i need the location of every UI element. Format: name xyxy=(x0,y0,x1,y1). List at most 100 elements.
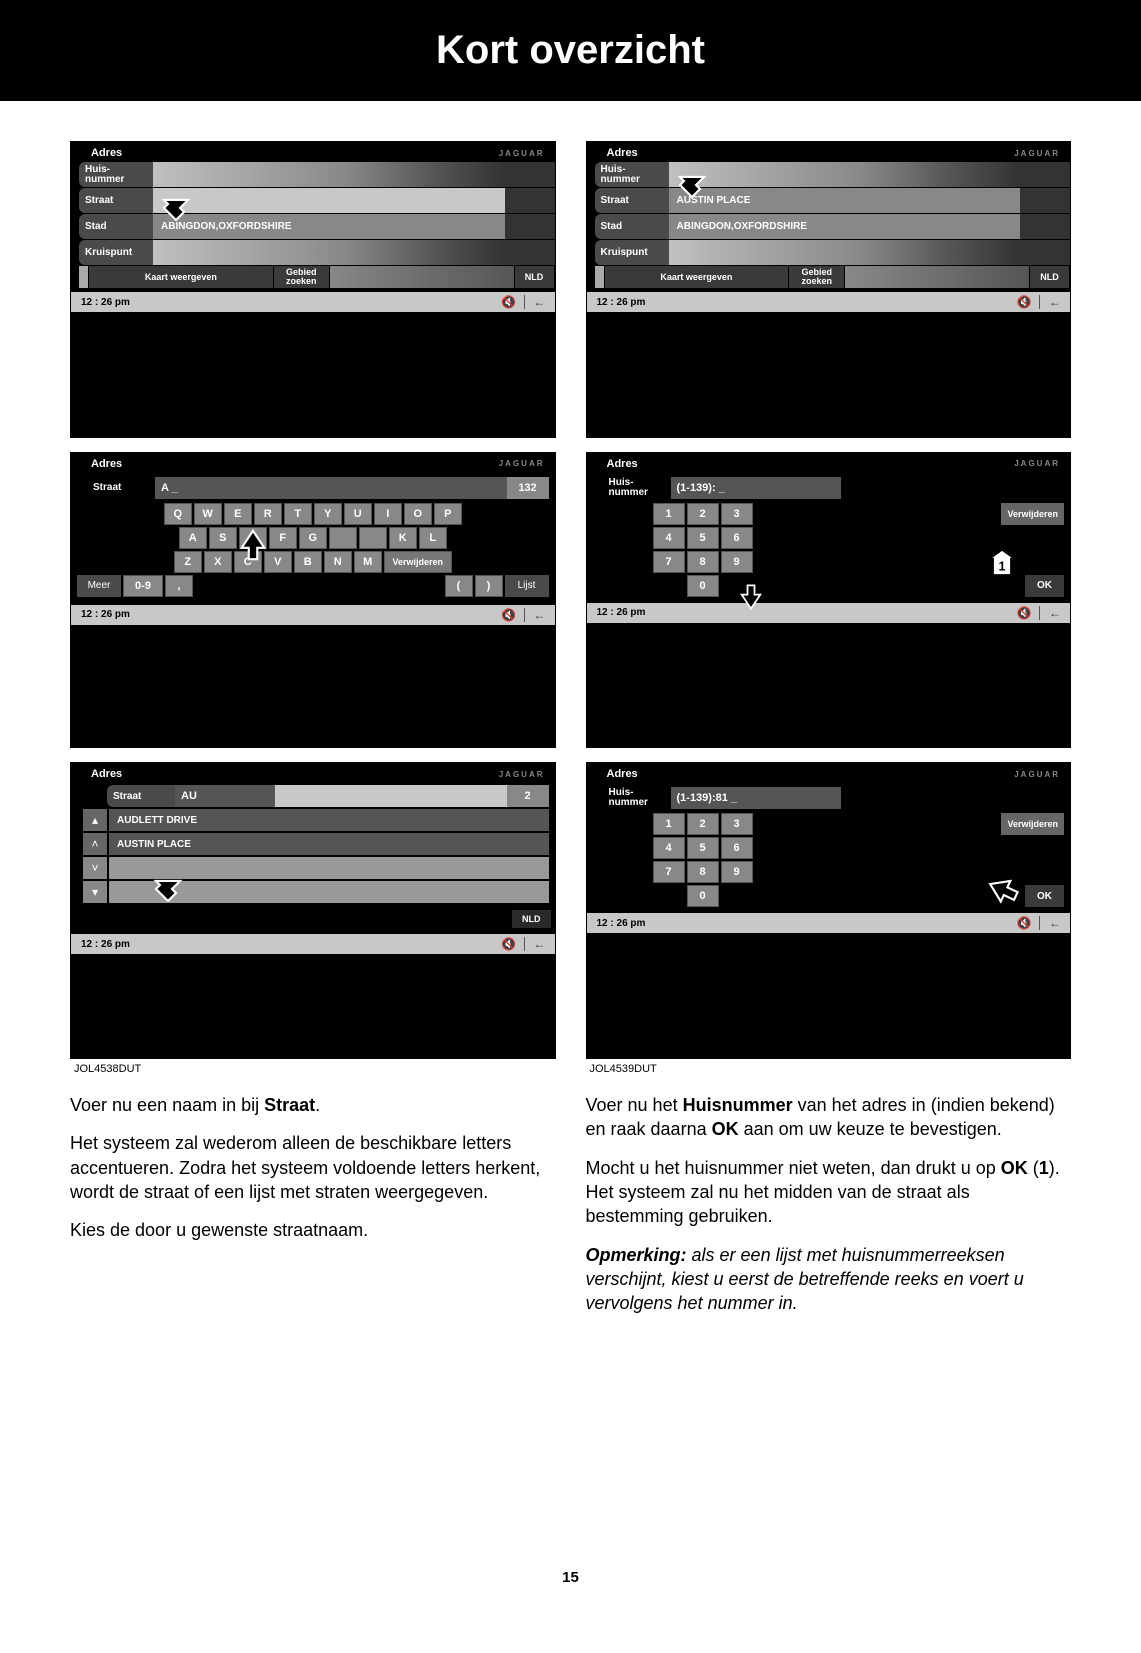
page-number: 15 xyxy=(0,1569,1141,1616)
list-item[interactable]: AUSTIN PLACE xyxy=(109,833,549,855)
btn-verwijderen[interactable]: Verwijderen xyxy=(384,551,452,573)
key-E[interactable]: E xyxy=(224,503,252,525)
btn-gebied[interactable]: Gebiedzoeken xyxy=(274,266,330,288)
screen-l2: AdresJAGUAR Straat A _ 132 QWERTYUIOP AS… xyxy=(70,452,556,749)
btn-comma[interactable]: , xyxy=(165,575,193,597)
mute-icon[interactable]: 🔇 xyxy=(1009,913,1039,933)
key-4[interactable]: 4 xyxy=(653,837,685,859)
key-5[interactable]: 5 xyxy=(687,527,719,549)
btn-ok[interactable]: OK xyxy=(1025,575,1064,597)
key-7[interactable]: 7 xyxy=(653,861,685,883)
key-G[interactable]: G xyxy=(299,527,327,549)
scroll-bottom-icon[interactable]: ▾ xyxy=(83,881,107,903)
kb-row1: QWERTYUIOP xyxy=(77,503,549,525)
key-A[interactable]: A xyxy=(179,527,207,549)
mute-icon[interactable]: 🔇 xyxy=(1009,603,1039,623)
btn-paren-l[interactable]: ( xyxy=(445,575,473,597)
key-P[interactable]: P xyxy=(434,503,462,525)
mute-icon[interactable]: 🔇 xyxy=(494,934,524,954)
btn-nld[interactable]: NLD xyxy=(515,266,555,288)
btn-kaart[interactable]: Kaart weergeven xyxy=(89,266,274,288)
input-value[interactable]: (1-139):81 _ xyxy=(671,787,841,809)
key-U[interactable]: U xyxy=(344,503,372,525)
btn-verwijderen[interactable]: Verwijderen xyxy=(1001,813,1064,835)
screen-r2: AdresJAGUAR Huis-nummer (1-139): _ 12345… xyxy=(586,452,1072,749)
key-Z[interactable]: Z xyxy=(174,551,202,573)
btn-09[interactable]: 0-9 xyxy=(123,575,163,597)
back-icon[interactable]: ← xyxy=(1040,603,1070,623)
key-1[interactable]: 1 xyxy=(653,503,685,525)
mute-icon[interactable]: 🔇 xyxy=(494,292,524,312)
key-K[interactable]: K xyxy=(389,527,417,549)
back-icon[interactable]: ← xyxy=(1040,292,1070,312)
cursor-arrow xyxy=(986,873,1020,907)
label-straat[interactable]: Straat xyxy=(79,188,153,213)
result-count: 132 xyxy=(507,477,549,499)
key-4[interactable]: 4 xyxy=(653,527,685,549)
btn-lijst[interactable]: Lijst xyxy=(505,575,549,597)
back-icon[interactable]: ← xyxy=(525,292,555,312)
brand: JAGUAR xyxy=(499,149,545,158)
key-9[interactable]: 9 xyxy=(721,861,753,883)
content-columns: AdresJAGUAR Huis-nummer Straat StadABING… xyxy=(0,101,1141,1349)
screen-l1: AdresJAGUAR Huis-nummer Straat StadABING… xyxy=(70,141,556,438)
label-huisnummer[interactable]: Huis-nummer xyxy=(595,162,669,187)
key-I[interactable]: I xyxy=(374,503,402,525)
kb-row2: ASDFGKL xyxy=(77,527,549,549)
scroll-down-icon[interactable]: ˅ xyxy=(83,857,107,879)
straat-filter[interactable]: AU xyxy=(175,785,275,807)
back-icon[interactable]: ← xyxy=(525,934,555,954)
ref-code: JOL4538DUT xyxy=(70,1063,556,1075)
label-huisnummer[interactable]: Huis-nummer xyxy=(79,162,153,187)
label-stad[interactable]: Stad xyxy=(79,214,153,239)
key-L[interactable]: L xyxy=(419,527,447,549)
input-value[interactable]: (1-139): _ xyxy=(671,477,841,499)
key-M[interactable]: M xyxy=(354,551,382,573)
key-2[interactable]: 2 xyxy=(687,813,719,835)
key-S[interactable]: S xyxy=(209,527,237,549)
key-F[interactable]: F xyxy=(269,527,297,549)
key-0[interactable]: 0 xyxy=(687,885,719,907)
key-8[interactable]: 8 xyxy=(687,551,719,573)
key-5[interactable]: 5 xyxy=(687,837,719,859)
key-6[interactable]: 6 xyxy=(721,837,753,859)
label-kruispunt[interactable]: Kruispunt xyxy=(79,240,153,265)
key-3[interactable]: 3 xyxy=(721,813,753,835)
key-T[interactable]: T xyxy=(284,503,312,525)
para-l1: Voer nu een naam in bij Straat. xyxy=(70,1093,556,1117)
scroll-top-icon[interactable]: ▴ xyxy=(83,809,107,831)
btn-nld[interactable]: NLD xyxy=(512,910,551,928)
key-2[interactable]: 2 xyxy=(687,503,719,525)
key-O[interactable]: O xyxy=(404,503,432,525)
key-3[interactable]: 3 xyxy=(721,503,753,525)
key-0[interactable]: 0 xyxy=(687,575,719,597)
btn-meer[interactable]: Meer xyxy=(77,575,121,597)
btn-paren-r[interactable]: ) xyxy=(475,575,503,597)
btn-ok[interactable]: OK xyxy=(1025,885,1064,907)
key-B[interactable]: B xyxy=(294,551,322,573)
input-value[interactable]: A _ xyxy=(155,477,507,499)
btn-verwijderen[interactable]: Verwijderen xyxy=(1001,503,1064,525)
key-1[interactable]: 1 xyxy=(653,813,685,835)
key-8[interactable]: 8 xyxy=(687,861,719,883)
key-X[interactable]: X xyxy=(204,551,232,573)
key-R[interactable]: R xyxy=(254,503,282,525)
list-item[interactable]: AUDLETT DRIVE xyxy=(109,809,549,831)
screen-l3: AdresJAGUAR StraatAU2 ▴AUDLETT DRIVE ˄AU… xyxy=(70,762,556,1059)
key-9[interactable]: 9 xyxy=(721,551,753,573)
key-Y[interactable]: Y xyxy=(314,503,342,525)
svg-text:1: 1 xyxy=(998,559,1005,573)
back-icon[interactable]: ← xyxy=(525,605,555,625)
scroll-up-icon[interactable]: ˄ xyxy=(83,833,107,855)
key-Q[interactable]: Q xyxy=(164,503,192,525)
mute-icon[interactable]: 🔇 xyxy=(1009,292,1039,312)
key-W[interactable]: W xyxy=(194,503,222,525)
key-N[interactable]: N xyxy=(324,551,352,573)
screen-title: Adres xyxy=(91,147,122,159)
key-7[interactable]: 7 xyxy=(653,551,685,573)
value-stad: ABINGDON,OXFORDSHIRE xyxy=(669,214,1021,239)
mute-icon[interactable]: 🔇 xyxy=(494,605,524,625)
cursor-arrow xyxy=(737,583,765,611)
key-6[interactable]: 6 xyxy=(721,527,753,549)
back-icon[interactable]: ← xyxy=(1040,913,1070,933)
